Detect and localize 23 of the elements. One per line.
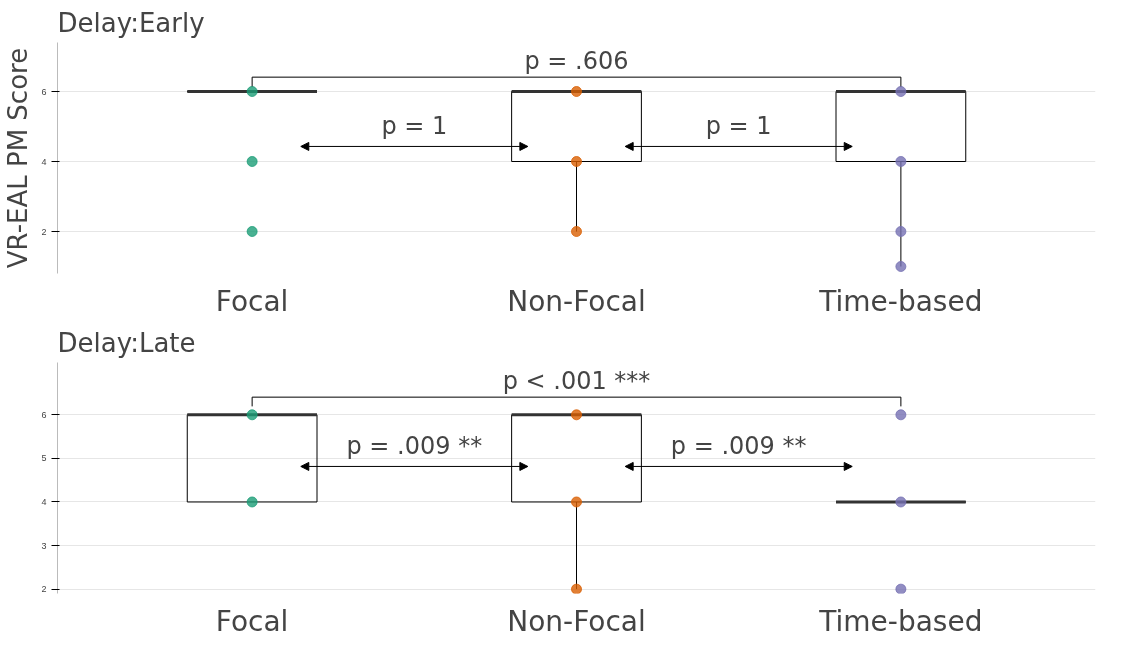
y-tick-label: 2: [41, 584, 47, 595]
chart-title: Delay:Late: [57, 327, 196, 358]
x-tick-label: Non-Focal: [507, 284, 646, 318]
chart-title: Delay:Early: [57, 7, 205, 38]
x-tick-label: Focal: [215, 284, 289, 318]
y-tick-label: 4: [41, 156, 47, 167]
y-axis-title: VR-EAL PM Score: [3, 47, 34, 269]
y-tick-label: 2: [41, 226, 47, 237]
y-tick-label: 5: [41, 453, 47, 464]
annotation: p < .001 ***: [502, 366, 651, 395]
x-tick-label: Time-based: [818, 284, 983, 318]
y-tick-label: 6: [41, 409, 47, 420]
annotation: p = .606: [524, 46, 629, 75]
x-tick-label: Time-based: [818, 604, 983, 638]
y-tick-label: 4: [41, 496, 47, 507]
annotation: p = 1: [705, 111, 772, 140]
y-tick-label: 6: [41, 86, 47, 97]
annotation: p = 1: [381, 111, 448, 140]
x-tick-label: Focal: [215, 604, 289, 638]
x-tick-label: Non-Focal: [507, 604, 646, 638]
y-tick-label: 3: [41, 540, 47, 551]
annotation: p = .009 **: [670, 431, 807, 460]
annotation: p = .009 **: [346, 431, 483, 460]
